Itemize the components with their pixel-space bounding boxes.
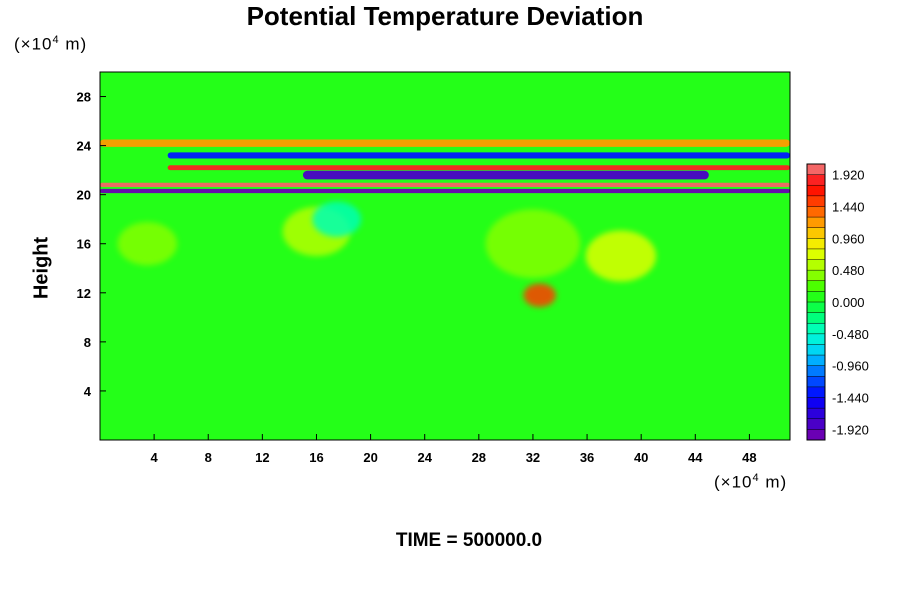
field-blob-6 [523, 283, 556, 308]
plot-background [100, 72, 790, 440]
x-tick-label-32: 32 [526, 450, 540, 465]
y-tick-label-24: 24 [77, 139, 92, 154]
y-tick-label-16: 16 [77, 237, 91, 252]
colorbar-cell-2 [807, 408, 825, 420]
field-blob-10 [312, 201, 362, 237]
time-label: TIME = 500000.0 [395, 530, 543, 551]
colorbar-cell-20 [807, 217, 825, 228]
colorbar-label-2: 0.960 [832, 231, 865, 246]
x-tick-label-24: 24 [417, 450, 432, 465]
colorbar-cell-9 [807, 333, 825, 345]
colorbar-cell-13 [807, 291, 825, 303]
x-tick-label-48: 48 [742, 450, 756, 465]
colorbar-label-0: 1.920 [832, 168, 865, 183]
colorbar-cell-6 [807, 365, 825, 377]
colorbar-cell-11 [807, 312, 825, 324]
colorbar-cell-16 [807, 259, 825, 271]
field-band-4 [167, 152, 790, 159]
x-tick-label-20: 20 [363, 450, 377, 465]
colorbar-cell-10 [807, 323, 825, 335]
x-tick-label-8: 8 [205, 450, 212, 465]
x-tick-label-12: 12 [255, 450, 269, 465]
colorbar-cell-8 [807, 344, 825, 356]
y-tick-label-12: 12 [77, 286, 91, 301]
y-tick-label-4: 4 [84, 384, 92, 399]
x-tick-label-44: 44 [688, 450, 703, 465]
field-blob-11 [117, 222, 178, 266]
colorbar-label-5: -0.480 [832, 327, 869, 342]
y-tick-label-28: 28 [77, 90, 91, 105]
colorbar-frame [806, 163, 826, 441]
y-tick-label-8: 8 [84, 335, 91, 350]
y-axis-unit: (×104 m) [14, 34, 88, 54]
colorbar: 1.920 1.440 0.960 0.480 0.000 -0.480 -0.960 -1.… [806, 163, 869, 441]
colorbar-cell-0 [807, 429, 825, 441]
colorbar-cell-24 [807, 174, 825, 186]
colorbar-label-1: 1.440 [832, 199, 865, 214]
colorbar-label-4: 0.000 [832, 295, 865, 310]
field-blob-7 [585, 230, 657, 282]
colorbar-label-3: 0.480 [832, 263, 865, 278]
colorbar-cell-22 [807, 195, 825, 207]
colorbar-cell-5 [807, 376, 825, 388]
y-tick-label-20: 20 [77, 188, 91, 203]
field-blob-9 [485, 209, 581, 279]
x-axis-unit: (×104 m) [714, 472, 788, 492]
colorbar-cell-19 [807, 227, 825, 239]
colorbar-cell-7 [807, 355, 825, 366]
field-band-3 [167, 165, 790, 171]
colorbar-label-7: -1.440 [832, 391, 869, 406]
field-band-1 [100, 182, 790, 187]
x-tick-label-40: 40 [634, 450, 648, 465]
colorbar-cell-21 [807, 206, 825, 218]
colorbar-cell-17 [807, 248, 825, 260]
field-band-0 [100, 188, 790, 194]
x-tick-label-28: 28 [472, 450, 486, 465]
chart-title: Potential Temperature Deviation [246, 1, 644, 31]
colorbar-cell-18 [807, 238, 825, 250]
field-features [100, 139, 790, 308]
colorbar-label-6: -0.960 [832, 359, 869, 374]
plot-frame [99, 71, 791, 441]
colorbar-cell-23 [807, 185, 825, 197]
colorbar-cell-12 [807, 302, 825, 313]
colorbar-label-8: -1.920 [832, 422, 869, 437]
colorbar-cell-14 [807, 280, 825, 292]
colorbar-cell-4 [807, 386, 825, 398]
colorbar-cell-25 [807, 164, 825, 175]
colorbar-cell-1 [807, 418, 825, 430]
colorbar-cell-3 [807, 397, 825, 409]
field-band-2 [302, 170, 709, 180]
colorbar-cell-15 [807, 270, 825, 282]
x-tick-label-16: 16 [309, 450, 323, 465]
x-tick-label-36: 36 [580, 450, 594, 465]
x-tick-label-4: 4 [151, 450, 159, 465]
field-band-5 [100, 139, 790, 147]
